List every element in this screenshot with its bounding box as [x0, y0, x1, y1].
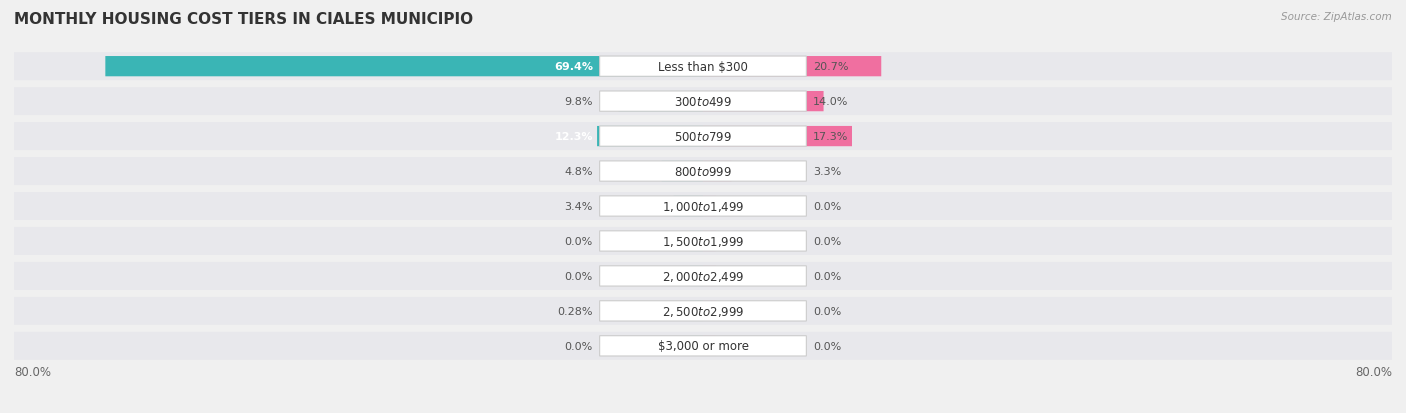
Text: 0.0%: 0.0%	[813, 306, 841, 316]
Text: 4.8%: 4.8%	[564, 166, 593, 177]
FancyBboxPatch shape	[703, 161, 731, 182]
Text: $500 to $799: $500 to $799	[673, 130, 733, 143]
Text: 69.4%: 69.4%	[554, 62, 593, 72]
FancyBboxPatch shape	[599, 266, 807, 286]
FancyBboxPatch shape	[690, 336, 703, 356]
FancyBboxPatch shape	[703, 301, 716, 321]
FancyBboxPatch shape	[14, 123, 1392, 151]
Text: 0.0%: 0.0%	[813, 236, 841, 247]
FancyBboxPatch shape	[599, 336, 807, 356]
FancyBboxPatch shape	[14, 192, 1392, 221]
FancyBboxPatch shape	[14, 297, 1392, 325]
Text: 20.7%: 20.7%	[813, 62, 849, 72]
FancyBboxPatch shape	[599, 161, 807, 182]
FancyBboxPatch shape	[14, 262, 1392, 290]
FancyBboxPatch shape	[14, 88, 1392, 116]
FancyBboxPatch shape	[599, 197, 807, 216]
Text: $1,500 to $1,999: $1,500 to $1,999	[662, 235, 744, 248]
Text: MONTHLY HOUSING COST TIERS IN CIALES MUNICIPIO: MONTHLY HOUSING COST TIERS IN CIALES MUN…	[14, 12, 474, 27]
FancyBboxPatch shape	[14, 158, 1392, 185]
Text: 0.0%: 0.0%	[813, 271, 841, 281]
FancyBboxPatch shape	[599, 92, 807, 112]
Text: $300 to $499: $300 to $499	[673, 95, 733, 108]
FancyBboxPatch shape	[599, 57, 807, 77]
FancyBboxPatch shape	[105, 57, 703, 77]
FancyBboxPatch shape	[703, 266, 716, 286]
Text: $2,500 to $2,999: $2,500 to $2,999	[662, 304, 744, 318]
FancyBboxPatch shape	[599, 231, 807, 252]
FancyBboxPatch shape	[14, 332, 1392, 360]
FancyBboxPatch shape	[599, 301, 807, 321]
FancyBboxPatch shape	[703, 127, 852, 147]
Text: 12.3%: 12.3%	[554, 132, 593, 142]
FancyBboxPatch shape	[619, 92, 703, 112]
FancyBboxPatch shape	[662, 161, 703, 182]
FancyBboxPatch shape	[703, 336, 716, 356]
Text: 14.0%: 14.0%	[813, 97, 849, 107]
Text: 0.28%: 0.28%	[557, 306, 593, 316]
FancyBboxPatch shape	[599, 127, 807, 147]
FancyBboxPatch shape	[690, 266, 703, 286]
Text: 0.0%: 0.0%	[813, 202, 841, 211]
Text: $3,000 or more: $3,000 or more	[658, 339, 748, 352]
Text: 0.0%: 0.0%	[565, 236, 593, 247]
Text: 9.8%: 9.8%	[564, 97, 593, 107]
Text: 3.3%: 3.3%	[813, 166, 841, 177]
FancyBboxPatch shape	[703, 231, 716, 252]
Text: $2,000 to $2,499: $2,000 to $2,499	[662, 269, 744, 283]
Text: $1,000 to $1,499: $1,000 to $1,499	[662, 199, 744, 214]
FancyBboxPatch shape	[703, 92, 824, 112]
Text: Less than $300: Less than $300	[658, 61, 748, 74]
FancyBboxPatch shape	[673, 197, 703, 216]
FancyBboxPatch shape	[703, 57, 882, 77]
Text: 3.4%: 3.4%	[564, 202, 593, 211]
FancyBboxPatch shape	[690, 231, 703, 252]
FancyBboxPatch shape	[598, 127, 703, 147]
FancyBboxPatch shape	[690, 301, 703, 321]
Text: 0.0%: 0.0%	[813, 341, 841, 351]
Text: 0.0%: 0.0%	[565, 271, 593, 281]
FancyBboxPatch shape	[14, 53, 1392, 81]
FancyBboxPatch shape	[14, 228, 1392, 255]
Text: Source: ZipAtlas.com: Source: ZipAtlas.com	[1281, 12, 1392, 22]
Text: 17.3%: 17.3%	[813, 132, 849, 142]
Text: 80.0%: 80.0%	[14, 365, 51, 378]
FancyBboxPatch shape	[703, 197, 716, 216]
Text: 0.0%: 0.0%	[565, 341, 593, 351]
Text: $800 to $999: $800 to $999	[673, 165, 733, 178]
Text: 80.0%: 80.0%	[1355, 365, 1392, 378]
